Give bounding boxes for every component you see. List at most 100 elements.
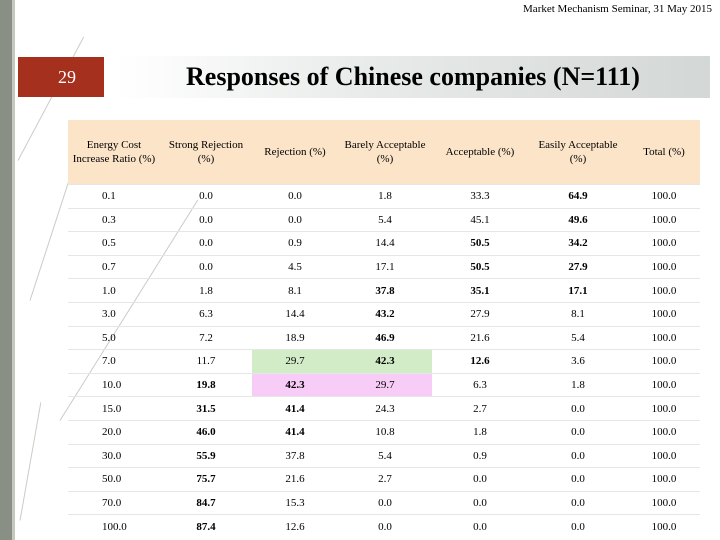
table-cell: 4.5 bbox=[288, 261, 302, 274]
left-decorative-bar bbox=[0, 0, 12, 540]
table-cell: 8.1 bbox=[288, 284, 302, 297]
table-cell: 5.4 bbox=[571, 331, 585, 344]
table-cell: 17.1 bbox=[568, 284, 588, 297]
table-cell: 100.0 bbox=[651, 497, 677, 510]
column-header: Rejection (%) bbox=[252, 120, 338, 185]
table-cell: 100.0 bbox=[102, 520, 127, 533]
table-cell: 100.0 bbox=[651, 379, 677, 392]
table-row: 0.7 0.0 4.5 17.1 50.5 27.9 100.0 bbox=[68, 255, 700, 279]
table-cell: 19.8 bbox=[196, 379, 216, 392]
table-cell: 100.0 bbox=[651, 520, 677, 533]
table-cell: 0.0 bbox=[288, 213, 302, 226]
table-cell: 0.0 bbox=[473, 497, 487, 510]
table-cell: 100.0 bbox=[651, 449, 677, 462]
table-cell: 1.8 bbox=[199, 284, 213, 297]
table-cell: 3.6 bbox=[571, 355, 585, 368]
table-cell: 31.5 bbox=[196, 402, 216, 415]
table-cell: 27.9 bbox=[470, 308, 490, 321]
table-cell: 15.0 bbox=[102, 402, 122, 415]
table-row: 0.5 0.0 0.9 14.4 50.5 34.2 100.0 bbox=[68, 231, 700, 256]
column-header: Total (%) bbox=[628, 120, 700, 185]
table-cell: 0.0 bbox=[199, 237, 213, 250]
table-cell: 0.0 bbox=[571, 473, 585, 486]
table-cell: 7.2 bbox=[199, 331, 213, 344]
slide-number-badge: 29 bbox=[18, 57, 104, 97]
table-cell: 100.0 bbox=[651, 473, 677, 486]
table-cell: 27.9 bbox=[568, 261, 588, 274]
table-cell: 24.3 bbox=[375, 402, 395, 415]
table-cell: 18.9 bbox=[285, 331, 305, 344]
table-cell: 35.1 bbox=[470, 284, 490, 297]
table-cell: 10.8 bbox=[375, 426, 395, 439]
table-cell: 2.7 bbox=[378, 473, 392, 486]
table-row: 100.0 87.4 12.6 0.0 0.0 0.0 100.0 bbox=[68, 514, 700, 538]
table-row: 5.0 7.2 18.9 46.9 21.6 5.4 100.0 bbox=[68, 326, 700, 350]
table-cell: 46.9 bbox=[375, 331, 395, 344]
table-row: 20.0 46.0 41.4 10.8 1.8 0.0 100.0 bbox=[68, 420, 700, 444]
table-cell: 2.7 bbox=[473, 402, 487, 415]
table-cell: 42.3 bbox=[252, 373, 338, 397]
table-row: 15.0 31.5 41.4 24.3 2.7 0.0 100.0 bbox=[68, 396, 700, 421]
table-cell: 0.9 bbox=[473, 449, 487, 462]
table-cell: 70.0 bbox=[102, 497, 122, 510]
table-cell: 0.0 bbox=[571, 520, 585, 533]
decorative-streak bbox=[19, 402, 42, 521]
table-cell: 14.4 bbox=[285, 308, 305, 321]
table-cell: 30.0 bbox=[102, 449, 122, 462]
table-cell: 75.7 bbox=[196, 473, 216, 486]
table-cell: 100.0 bbox=[651, 308, 677, 321]
table-cell: 87.4 bbox=[196, 520, 216, 533]
table-cell: 37.8 bbox=[375, 284, 395, 297]
table-cell: 55.9 bbox=[196, 449, 216, 462]
table-cell: 5.4 bbox=[378, 213, 392, 226]
table-cell: 0.0 bbox=[571, 497, 585, 510]
table-cell: 34.2 bbox=[568, 237, 588, 250]
table-row: 3.0 6.3 14.4 43.2 27.9 8.1 100.0 bbox=[68, 302, 700, 326]
column-header: Strong Rejection (%) bbox=[160, 120, 252, 185]
table-cell: 50.0 bbox=[102, 473, 122, 486]
table-cell: 41.4 bbox=[285, 402, 305, 415]
table-cell: 0.1 bbox=[102, 190, 116, 203]
table-cell: 12.6 bbox=[470, 355, 490, 368]
table-cell: 100.0 bbox=[651, 355, 677, 368]
table-cell: 0.0 bbox=[473, 520, 487, 533]
table-cell: 100.0 bbox=[651, 331, 677, 344]
table-row: 10.0 19.8 42.3 29.7 6.3 1.8 100.0 bbox=[68, 373, 700, 397]
table-cell: 7.0 bbox=[102, 355, 116, 368]
table-cell: 0.0 bbox=[288, 190, 302, 203]
table-cell: 0.0 bbox=[571, 449, 585, 462]
table-row: 7.0 11.7 29.7 42.3 12.6 3.6 100.0 bbox=[68, 349, 700, 374]
table-cell: 84.7 bbox=[196, 497, 216, 510]
table-cell: 100.0 bbox=[651, 213, 677, 226]
table-row: 0.1 0.0 0.0 1.8 33.3 64.9 100.0 bbox=[68, 184, 700, 209]
table-row: 50.0 75.7 21.6 2.7 0.0 0.0 100.0 bbox=[68, 467, 700, 492]
table-cell: 14.4 bbox=[375, 237, 395, 250]
table-cell: 10.0 bbox=[102, 379, 122, 392]
table-row: 1.0 1.8 8.1 37.8 35.1 17.1 100.0 bbox=[68, 278, 700, 303]
table-cell: 0.5 bbox=[102, 237, 116, 250]
table-cell: 50.5 bbox=[470, 237, 490, 250]
table-cell: 12.6 bbox=[285, 520, 305, 533]
table-cell: 42.3 bbox=[338, 349, 432, 374]
table-cell: 0.0 bbox=[571, 426, 585, 439]
table-cell: 100.0 bbox=[651, 190, 677, 203]
table-row: 0.3 0.0 0.0 5.4 45.1 49.6 100.0 bbox=[68, 208, 700, 232]
table-cell: 3.0 bbox=[102, 308, 116, 321]
table-cell: 0.0 bbox=[378, 497, 392, 510]
table-cell: 41.4 bbox=[285, 426, 305, 439]
table-cell: 49.6 bbox=[568, 213, 588, 226]
table-cell: 0.0 bbox=[199, 213, 213, 226]
column-header: Easily Acceptable (%) bbox=[528, 120, 628, 185]
table-cell: 29.7 bbox=[338, 373, 432, 397]
table-cell: 5.4 bbox=[378, 449, 392, 462]
table-cell: 1.8 bbox=[473, 426, 487, 439]
table-cell: 1.8 bbox=[378, 190, 392, 203]
table-cell: 15.3 bbox=[285, 497, 305, 510]
left-decorative-bar-inner bbox=[12, 0, 15, 540]
table-cell: 0.3 bbox=[102, 213, 116, 226]
table-cell: 100.0 bbox=[651, 284, 677, 297]
table-cell: 100.0 bbox=[651, 237, 677, 250]
table-cell: 8.1 bbox=[571, 308, 585, 321]
table-cell: 100.0 bbox=[651, 261, 677, 274]
table-cell: 100.0 bbox=[651, 402, 677, 415]
